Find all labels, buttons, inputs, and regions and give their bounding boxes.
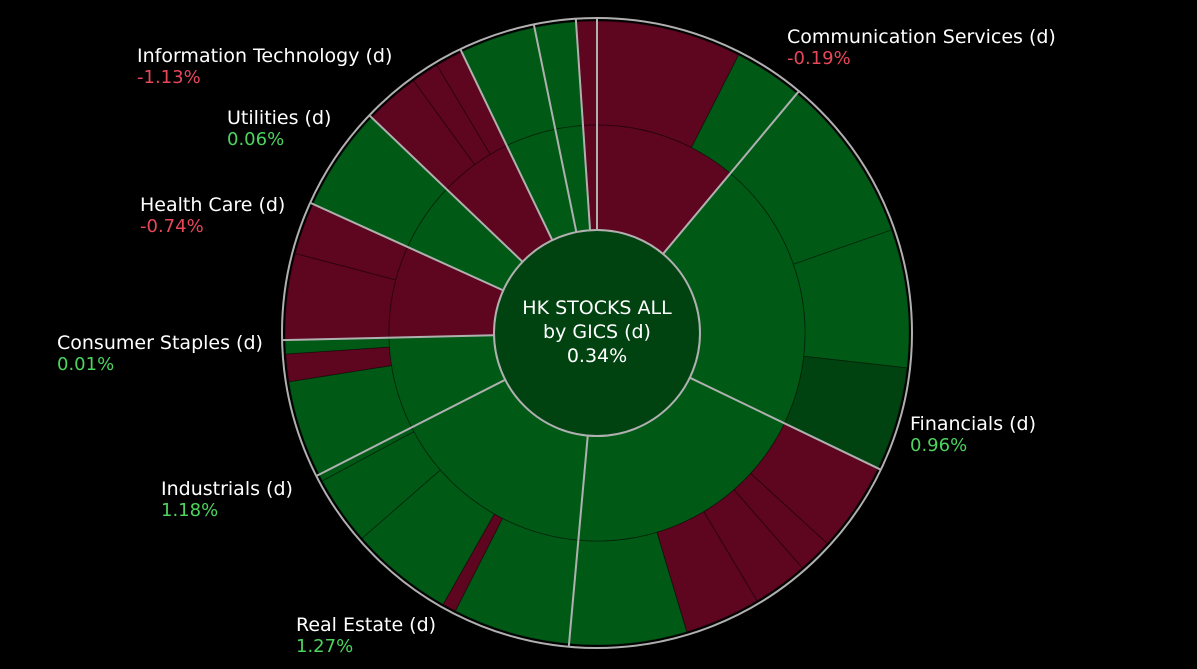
sector-separator	[282, 334, 495, 342]
center-title: HK STOCKS ALL	[522, 297, 672, 319]
sector-change-real-estate: 1.27%	[296, 636, 353, 657]
sector-label-industrials: Industrials (d)	[161, 478, 293, 500]
sector-separator	[662, 90, 800, 255]
sector-labels: Communication Services (d)-0.19% Financia…	[57, 26, 1056, 657]
sector-separator	[574, 18, 592, 231]
sector-label-financials: Financials (d)	[910, 413, 1036, 435]
sector-separator	[309, 201, 504, 292]
center-value: 0.34%	[567, 345, 627, 367]
sector-separator	[689, 376, 882, 471]
sector-label-real-estate: Real Estate (d)	[296, 614, 436, 636]
sector-separator	[368, 114, 524, 263]
sector-separator	[459, 48, 554, 241]
sector-change-utilities: 0.06%	[227, 129, 284, 150]
center-disc	[493, 229, 701, 437]
center-circle[interactable]: HK STOCKS ALL by GICS (d) 0.34%	[493, 229, 701, 437]
sector-label-utilities: Utilities (d)	[227, 107, 331, 129]
sector-label-communication-services: Communication Services (d)	[787, 26, 1056, 48]
sector-change-communication-services: -0.19%	[787, 48, 851, 69]
sector-label-information-technology: Information Technology (d)	[137, 45, 392, 67]
sector-separator	[532, 24, 578, 233]
sector-change-health-care: -0.74%	[140, 216, 204, 237]
sector-change-industrials: 1.18%	[161, 500, 218, 521]
sector-change-financials: 0.96%	[910, 435, 967, 456]
sector-change-information-technology: -1.13%	[137, 67, 201, 88]
sector-label-consumer-staples: Consumer Staples (d)	[57, 332, 263, 354]
center-subtitle: by GICS (d)	[543, 321, 651, 343]
outer-border	[281, 17, 913, 649]
sector-separator	[567, 435, 589, 647]
middle-ring	[388, 124, 806, 542]
sector-change-consumer-staples: 0.01%	[57, 354, 114, 375]
sector-separators	[282, 18, 882, 647]
outer-ring	[284, 20, 910, 646]
sector-label-health-care: Health Care (d)	[140, 194, 285, 216]
sector-separator	[315, 378, 506, 477]
